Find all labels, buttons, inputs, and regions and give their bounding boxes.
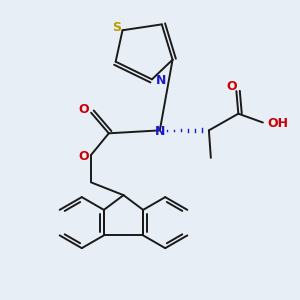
Text: O: O (78, 150, 88, 164)
Text: O: O (78, 103, 88, 116)
Text: N: N (154, 125, 165, 138)
Text: N: N (156, 74, 166, 87)
Text: S: S (112, 21, 121, 34)
Text: OH: OH (267, 117, 288, 130)
Text: O: O (226, 80, 237, 93)
